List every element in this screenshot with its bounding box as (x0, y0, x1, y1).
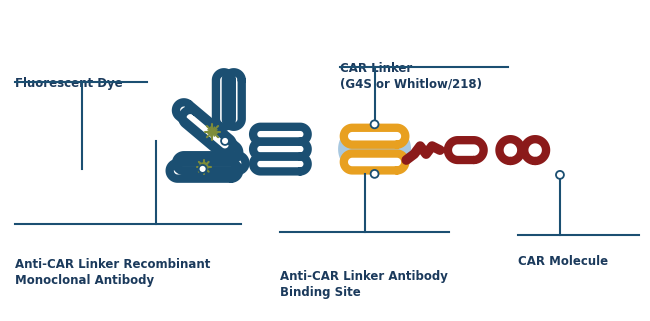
Circle shape (370, 170, 378, 178)
Text: Anti-CAR Linker Recombinant
Monoclonal Antibody: Anti-CAR Linker Recombinant Monoclonal A… (15, 258, 210, 287)
Circle shape (370, 120, 378, 128)
Polygon shape (226, 72, 242, 127)
Circle shape (221, 137, 229, 145)
Text: CAR Molecule: CAR Molecule (518, 255, 608, 268)
Polygon shape (344, 153, 406, 170)
Circle shape (199, 165, 207, 173)
Polygon shape (253, 127, 307, 142)
Polygon shape (253, 157, 307, 171)
Polygon shape (253, 142, 307, 157)
Text: Anti-CAR Linker Antibody
Binding Site: Anti-CAR Linker Antibody Binding Site (280, 270, 448, 299)
Polygon shape (344, 128, 406, 145)
Polygon shape (216, 72, 232, 127)
Polygon shape (183, 110, 239, 160)
Polygon shape (341, 127, 408, 171)
Polygon shape (499, 139, 521, 161)
Text: CAR Linker
(G4S or Whitlow/218): CAR Linker (G4S or Whitlow/218) (340, 62, 482, 91)
Polygon shape (448, 140, 484, 160)
Polygon shape (170, 163, 239, 179)
Polygon shape (525, 139, 546, 161)
Polygon shape (176, 155, 246, 171)
Text: Fluorescent Dye: Fluorescent Dye (15, 77, 122, 90)
Polygon shape (176, 102, 233, 152)
Circle shape (556, 171, 564, 179)
